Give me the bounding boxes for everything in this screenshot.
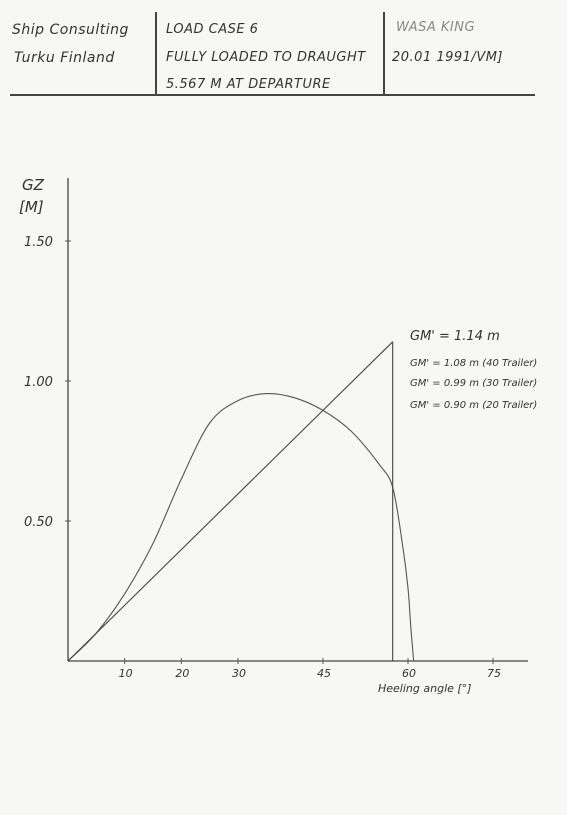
x-tick-label: 75 [487,667,501,680]
gz-curve [67,392,415,662]
gm-annotation: GM' = 0.90 m (20 Trailer) [410,400,537,411]
x-tick-label: 30 [232,667,246,680]
tick-labels: 0.50 1.00 1.50 10 20 30 45 60 75 [24,235,501,680]
series [67,341,415,662]
gm-annotation: GM' = 1.08 m (40 Trailer) [410,358,537,369]
header-divider-2 [383,12,385,94]
drawing-date: 20.01 1991/VM] [392,50,503,65]
load-case-draught: 5.567 M AT DEPARTURE [166,77,331,92]
gm-annotation: GM' = 1.14 m [410,329,500,344]
header-bottom-rule [10,94,535,96]
x-tick-label: 20 [175,667,189,680]
company-name: Ship Consulting [12,22,129,38]
load-case-condition: FULLY LOADED TO DRAUGHT [166,50,366,65]
title-block: Ship Consulting Turku Finland LOAD CASE … [0,0,567,100]
x-tick-label: 10 [119,667,133,680]
company-location: Turku Finland [14,50,115,66]
y-tick-label: 1.50 [24,235,53,250]
load-case-title: LOAD CASE 6 [166,22,259,37]
y-tick-label: 0.50 [24,515,53,530]
x-tick-label: 45 [317,667,331,680]
y-axis-label: GZ [22,176,45,194]
gm-tangent-line [67,341,394,662]
header-divider-1 [155,12,157,94]
gm-annotation: GM' = 0.99 m (30 Trailer) [410,378,537,389]
axes [67,178,528,662]
y-tick-label: 1.00 [24,375,53,390]
y-axis-unit-label: [M] [19,198,44,216]
x-axis-label: Heeling angle [°] [378,682,471,695]
vessel-name: WASA KING [396,20,476,35]
x-tick-label: 60 [402,667,416,680]
annotations: GM' = 1.14 m GM' = 1.08 m (40 Trailer) GM'… [410,329,537,411]
